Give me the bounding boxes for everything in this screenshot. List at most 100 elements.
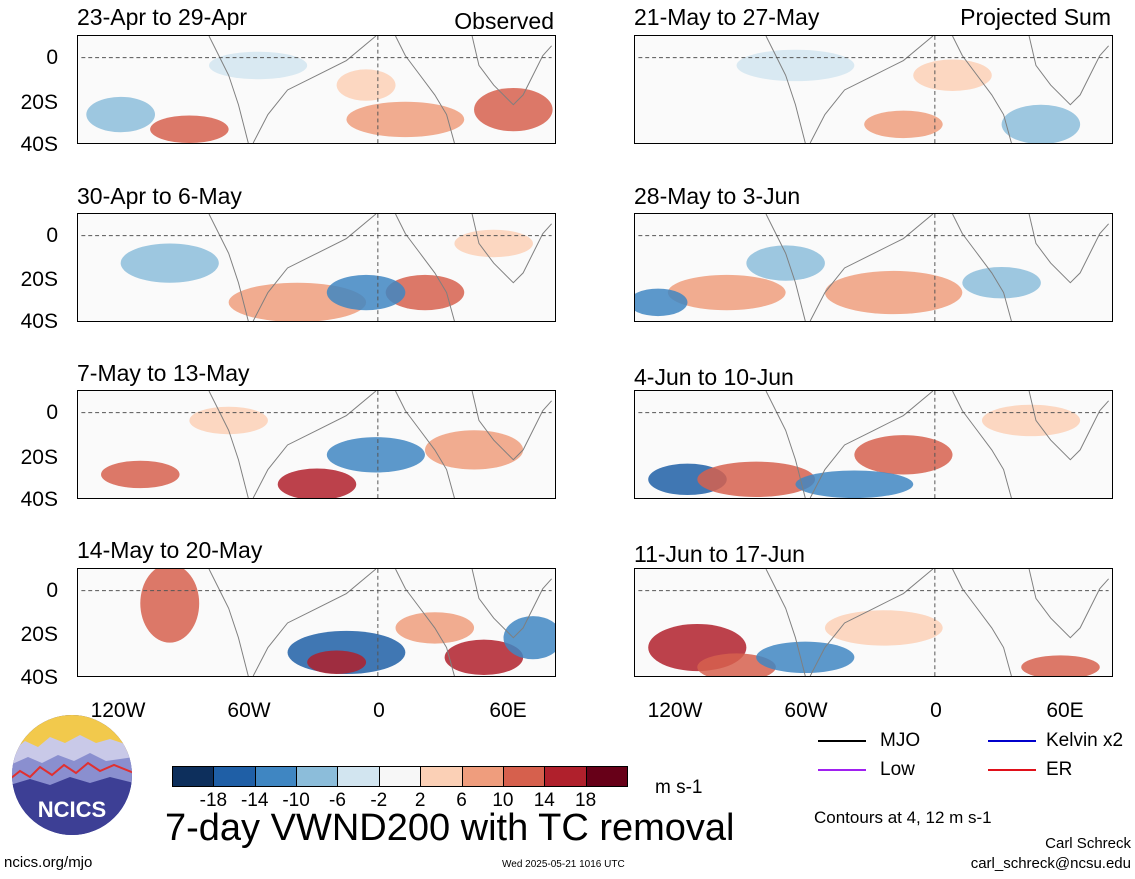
legend-line-er [988,769,1036,771]
anomaly-shading [824,270,963,315]
map-field [635,214,1109,321]
anomaly-shading [667,274,786,311]
map-panel-8 [634,568,1113,677]
x-tick-120w-left: 120W [90,699,146,722]
y-tick-20s-p2: 20S [20,268,58,291]
map-panel-1 [77,35,556,144]
author-name: Carl Schreck [1045,835,1131,852]
map-panel-2 [77,213,556,322]
colorbar-label: 2 [414,790,426,811]
contours-note: Contours at 4, 12 m s-1 [814,808,992,827]
main-title: 7-day VWND200 with TC removal [165,807,735,849]
anomaly-shading [697,653,776,676]
colorbar-labels: -18 -14 -10 -6 -2 2 6 10 14 18 [172,789,627,811]
y-tick-40s-p4: 40S [20,666,58,689]
author-email[interactable]: carl_schreck@ncsu.edu [970,855,1131,872]
anomaly-shading [277,468,357,498]
anomaly-shading [336,69,396,101]
anomaly-shading [635,288,688,317]
y-tick-40s-p1: 40S [20,133,58,156]
map-panel-5 [634,35,1113,144]
anomaly-shading [86,96,156,133]
anomaly-shading [795,470,914,498]
y-tick-40s-p3: 40S [20,488,58,511]
x-tick-120w-right: 120W [647,699,703,722]
svg-text:NCICS: NCICS [38,797,106,822]
anomaly-shading [756,641,855,674]
anomaly-shading [962,267,1041,299]
map-field [81,391,552,498]
legend-line-mjo [818,740,866,742]
anomaly-shading [326,274,406,311]
anomaly-shading [746,245,825,281]
anomaly-shading [697,461,816,498]
coastline [765,391,1109,498]
colorbar-label: -18 [199,790,228,811]
y-tick-0-p4: 0 [46,579,58,602]
colorbar-label: -14 [240,790,269,811]
x-tick-0-right: 0 [930,699,942,722]
coastline [765,36,1109,143]
map-field [81,569,555,676]
legend-line-kelvin [988,740,1036,742]
y-tick-0-p3: 0 [46,401,58,424]
anomaly-shading [326,437,425,473]
coastline [208,214,552,321]
anomaly-shading [307,650,367,675]
anomaly-shading [981,404,1081,437]
colorbar-unit: m s-1 [655,777,703,798]
colorbar-swatch [296,766,339,787]
anomaly-shading [385,274,465,311]
map-panel-6 [634,213,1113,322]
anomaly-shading [1021,655,1100,676]
anomaly-shading [454,229,533,258]
coastline [765,214,1109,321]
panel-title-1: 23-Apr to 29-Apr [77,4,248,30]
colorbar-swatch [378,766,422,787]
anomaly-shading [150,115,229,143]
colorbar-swatch [213,766,256,787]
panel-title-7: 4-Jun to 10-Jun [634,364,794,390]
anomaly-shading [913,59,992,91]
anomaly-shading [189,406,268,435]
y-tick-0-p2: 0 [46,224,58,247]
website-link[interactable]: ncics.org/mjo [4,854,93,871]
x-tick-60e-left: 60E [489,699,527,722]
legend-line-low [818,769,866,771]
anomaly-shading [140,569,200,643]
ncics-logo: NCICS [10,713,134,837]
y-tick-0-p1: 0 [46,46,58,69]
y-tick-20s-p3: 20S [20,446,58,469]
colorbar-label: 14 [533,790,555,811]
x-tick-60w-right: 60W [784,699,828,722]
x-tick-60w-left: 60W [227,699,271,722]
colorbar-label: -6 [329,790,346,811]
colorbar [172,766,628,787]
map-panel-4 [77,568,556,677]
legend-label-mjo: MJO [880,730,921,751]
colorbar-swatch [585,766,628,787]
panel-title-4: 14-May to 20-May [77,537,263,563]
colorbar-swatch [337,766,380,787]
anomaly-shading [424,430,524,470]
panel-title-2: 30-Apr to 6-May [77,183,242,209]
colorbar-swatch [461,766,504,787]
anomaly-shading [854,435,953,475]
map-field [81,214,552,321]
panel-title-3: 7-May to 13-May [77,360,250,386]
colorbar-swatch [502,766,546,787]
legend-label-low: Low [880,759,915,780]
anomaly-shading [444,639,524,676]
colorbar-swatch [420,766,463,787]
coastline [208,569,552,676]
y-tick-20s-p4: 20S [20,623,58,646]
anomaly-shading [864,110,943,139]
anomaly-shading [209,51,308,80]
colorbar-swatch [172,766,215,787]
map-field [638,391,1109,498]
anomaly-shading [503,616,555,660]
map-panel-3 [77,390,556,499]
map-field [638,36,1109,143]
legend-label-er: ER [1046,759,1073,780]
observed-label: Observed [454,8,554,34]
